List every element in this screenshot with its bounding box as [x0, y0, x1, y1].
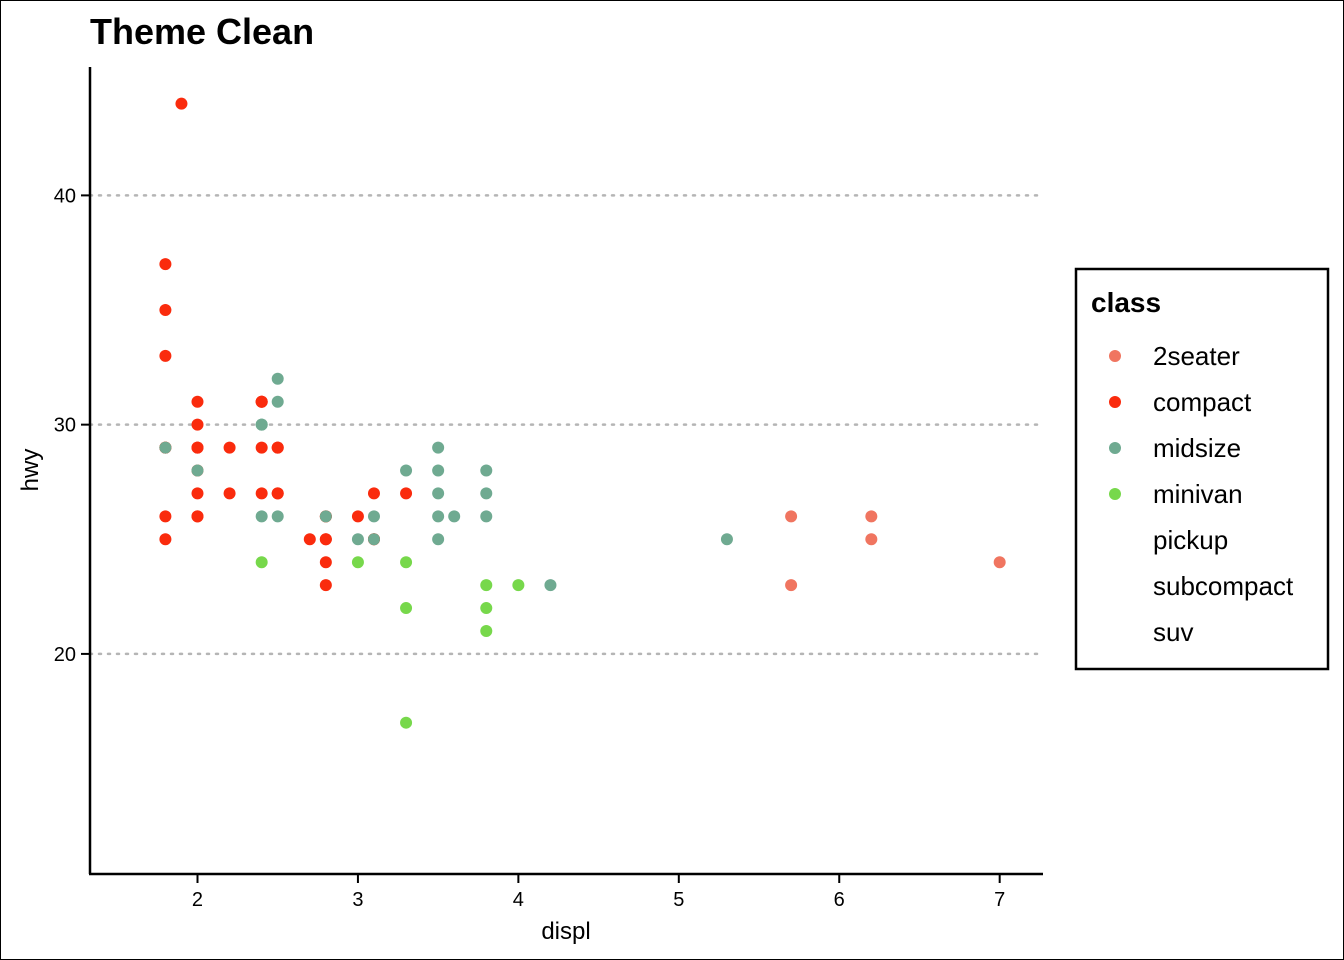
point-compact [191, 510, 204, 523]
legend: class 2seater compact midsize minivan pickup… [1074, 267, 1330, 671]
point-compact [367, 487, 380, 500]
x-tick-label: 5 [673, 889, 684, 911]
x-axis-label: displ [541, 918, 590, 945]
point-compact [271, 487, 284, 500]
point-midsize [319, 510, 332, 523]
point-compact [223, 441, 236, 454]
point-compact [191, 418, 204, 431]
point-minivan [480, 624, 493, 637]
point-minivan [400, 716, 413, 729]
point-2seater [785, 510, 798, 523]
point-minivan [400, 602, 413, 615]
point-minivan [480, 579, 493, 592]
point-compact [159, 304, 172, 317]
y-axis-ticks: 20 30 40 [54, 185, 90, 666]
point-midsize [191, 464, 204, 477]
x-tick-label: 4 [513, 889, 524, 911]
point-midsize [271, 395, 284, 408]
point-midsize [367, 533, 380, 546]
point-midsize [544, 579, 557, 592]
point-2seater [865, 510, 878, 523]
x-tick-label: 6 [834, 889, 845, 911]
y-tick-label: 20 [54, 644, 76, 666]
data-points [159, 97, 1006, 729]
point-compact [175, 97, 188, 110]
point-compact [159, 258, 172, 271]
point-midsize [720, 533, 733, 546]
point-minivan [255, 556, 268, 569]
point-midsize [351, 533, 364, 546]
point-minivan [480, 602, 493, 615]
legend-box [1074, 267, 1330, 671]
legend-label-midsize: midsize [1153, 433, 1241, 463]
legend-key-compact [1109, 396, 1121, 408]
legend-label-compact: compact [1153, 387, 1252, 417]
point-midsize [271, 510, 284, 523]
point-midsize [367, 510, 380, 523]
point-2seater [785, 579, 798, 592]
point-midsize [432, 510, 445, 523]
x-tick-label: 3 [352, 889, 363, 911]
point-midsize [432, 441, 445, 454]
legend-items: 2seater compact midsize minivan pickup subcom… [1109, 341, 1294, 647]
legend-key-subcompact [1109, 580, 1121, 592]
point-midsize [432, 464, 445, 477]
x-tick-label: 2 [192, 889, 203, 911]
point-compact [223, 487, 236, 500]
point-minivan [512, 579, 525, 592]
point-2seater [993, 556, 1006, 569]
legend-label-subcompact: subcompact [1153, 571, 1294, 601]
point-midsize [400, 464, 413, 477]
point-midsize [159, 441, 172, 454]
y-axis-label: hwy [17, 449, 44, 492]
point-midsize [480, 510, 493, 523]
point-compact [159, 533, 172, 546]
point-compact [159, 349, 172, 362]
x-axis-ticks: 2 3 4 5 6 7 [192, 874, 1005, 911]
point-midsize [255, 510, 268, 523]
legend-key-suv [1109, 626, 1121, 638]
point-compact [191, 441, 204, 454]
x-tick-label: 7 [994, 889, 1005, 911]
point-compact [191, 395, 204, 408]
legend-key-midsize [1109, 442, 1121, 454]
point-compact [351, 510, 364, 523]
point-midsize [271, 372, 284, 385]
point-midsize [432, 487, 445, 500]
point-2seater [865, 533, 878, 546]
y-tick-label: 30 [54, 415, 76, 437]
point-midsize [255, 418, 268, 431]
legend-label-suv: suv [1153, 617, 1193, 647]
point-compact [319, 556, 332, 569]
legend-title: class [1091, 287, 1161, 318]
legend-key-pickup [1109, 534, 1121, 546]
point-compact [191, 487, 204, 500]
point-compact [319, 579, 332, 592]
point-midsize [480, 487, 493, 500]
legend-label-minivan: minivan [1153, 479, 1243, 509]
point-minivan [351, 556, 364, 569]
point-midsize [480, 464, 493, 477]
legend-label-2seater: 2seater [1153, 341, 1240, 371]
point-compact [255, 395, 268, 408]
point-compact [271, 441, 284, 454]
point-minivan [400, 556, 413, 569]
point-compact [319, 533, 332, 546]
legend-label-pickup: pickup [1153, 525, 1228, 555]
point-compact [400, 487, 413, 500]
chart-title: Theme Clean [90, 11, 314, 52]
point-compact [255, 441, 268, 454]
point-midsize [448, 510, 461, 523]
legend-key-minivan [1109, 488, 1121, 500]
point-compact [303, 533, 316, 546]
point-midsize [432, 533, 445, 546]
y-tick-label: 40 [54, 185, 76, 207]
point-compact [255, 487, 268, 500]
gridlines [88, 194, 1045, 656]
legend-key-2seater [1109, 350, 1121, 362]
point-compact [159, 510, 172, 523]
